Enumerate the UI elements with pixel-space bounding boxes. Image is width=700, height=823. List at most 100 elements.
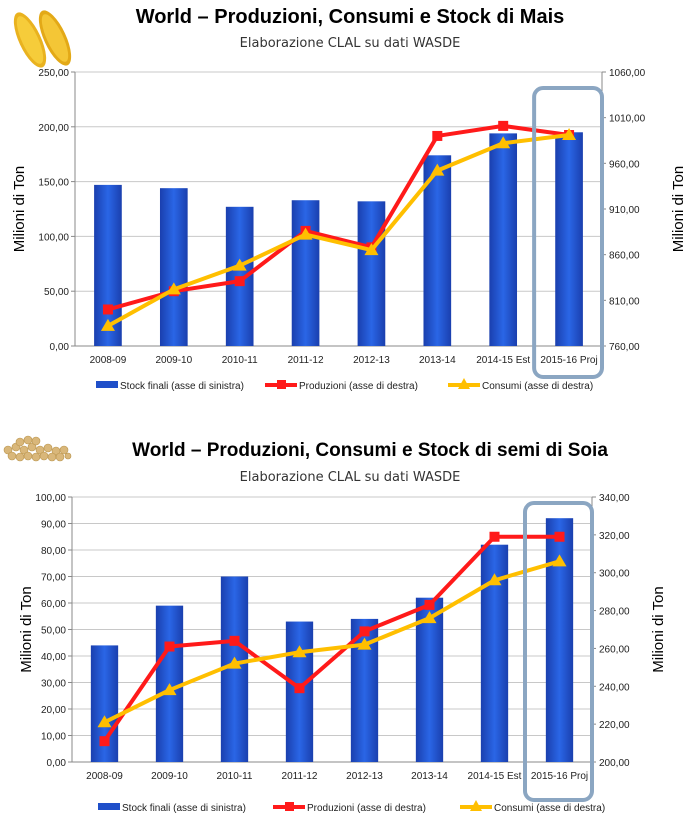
series-line (103, 559, 561, 725)
chart-plot: 0,00 50,00 100,00 150,00 200,00 250,00 760,00 8… (11, 68, 687, 392)
left-tick-label: 150,00 (38, 178, 69, 189)
left-tick-label: 250,00 (38, 68, 69, 79)
x-tick-label: 2009-10 (155, 355, 192, 366)
soybeans-image (3, 435, 72, 462)
x-tick-label: 2010-11 (217, 771, 253, 782)
left-tick-label: 50,00 (41, 626, 66, 637)
legend-label: Consumi (asse di destra) (494, 803, 605, 814)
left-tick-label: 20,00 (41, 705, 66, 716)
bar (291, 200, 320, 346)
left-tick-label: 0,00 (50, 342, 70, 353)
legend-marker (277, 380, 286, 389)
data-point (489, 531, 500, 542)
x-tick-label: 2015-16 Proj (540, 355, 597, 366)
x-tick-label: 2008-09 (90, 355, 127, 366)
legend-marker (285, 802, 294, 811)
data-point (430, 163, 445, 176)
corn-image (13, 10, 72, 68)
data-point (292, 645, 307, 658)
left-tick-label: 60,00 (41, 599, 66, 610)
left-tick-label: 90,00 (41, 520, 66, 531)
right-tick-label: 280,00 (599, 607, 630, 618)
series-line (106, 133, 570, 328)
right-tick-label: 200,00 (599, 758, 630, 769)
legend-label: Stock finali (asse di sinistra) (120, 381, 244, 392)
data-point (432, 130, 443, 141)
bar (423, 155, 452, 346)
data-point (424, 599, 435, 610)
right-tick-label: 300,00 (599, 569, 630, 580)
left-tick-label: 70,00 (41, 573, 66, 584)
series-line (102, 534, 560, 743)
chart-mais: World – Produzioni, Consumi e Stock di M… (0, 0, 700, 405)
data-point (99, 736, 110, 747)
left-tick-label: 40,00 (41, 652, 66, 663)
data-point (97, 715, 112, 728)
highlight-box (523, 501, 594, 802)
y-axis-left-label: Milioni di Ton (11, 166, 28, 252)
y-axis-left-label: Milioni di Ton (18, 586, 35, 672)
right-tick-label: 960,00 (609, 159, 640, 170)
data-point (496, 136, 511, 149)
chart-subtitle: Elaborazione CLAL su dati WASDE (239, 470, 461, 485)
x-tick-label: 2009-10 (151, 771, 188, 782)
x-tick-label: 2013-14 (411, 771, 448, 782)
x-tick-label: 2015-16 Proj (531, 771, 588, 782)
data-point (162, 683, 177, 696)
left-tick-label: 100,00 (35, 493, 66, 504)
right-tick-label: 910,00 (609, 205, 640, 216)
right-tick-label: 340,00 (599, 493, 630, 504)
data-point (166, 282, 181, 295)
legend-label: Produzioni (asse di destra) (299, 381, 418, 392)
data-point (164, 641, 175, 652)
data-point (562, 128, 577, 141)
left-tick-label: 30,00 (41, 679, 66, 690)
right-tick-label: 320,00 (599, 531, 630, 542)
data-point (359, 626, 370, 637)
right-tick-label: 1010,00 (609, 114, 646, 125)
chart-subtitle: Elaborazione CLAL su dati WASDE (239, 36, 461, 51)
y-axis-right-label: Milioni di Ton (670, 166, 687, 252)
legend-swatch (96, 381, 118, 388)
data-point (102, 304, 113, 315)
x-tick-label: 2010-11 (222, 355, 258, 366)
bar (357, 201, 386, 346)
right-tick-label: 1060,00 (609, 68, 646, 79)
legend-label: Stock finali (asse di sinistra) (122, 803, 246, 814)
x-tick-label: 2012-13 (346, 771, 383, 782)
data-point (364, 243, 379, 256)
data-point (552, 554, 567, 567)
bar (415, 597, 444, 762)
data-point (227, 656, 242, 669)
right-tick-label: 860,00 (609, 251, 640, 262)
left-tick-label: 80,00 (41, 546, 66, 557)
legend-swatch (98, 803, 120, 810)
data-point (294, 683, 305, 694)
bar (555, 132, 583, 346)
legend-label: Consumi (asse di destra) (482, 381, 593, 392)
x-tick-label: 2013-14 (419, 355, 456, 366)
data-point (100, 318, 115, 331)
legend-marker (458, 378, 470, 389)
left-tick-label: 200,00 (38, 123, 69, 134)
bar (159, 188, 188, 346)
highlight-box (532, 86, 604, 379)
data-point (229, 635, 240, 646)
x-tick-label: 2014-15 Est (468, 771, 522, 782)
chart-title: World – Produzioni, Consumi e Stock di s… (132, 440, 608, 461)
right-tick-label: 220,00 (599, 720, 630, 731)
left-tick-label: 50,00 (44, 287, 69, 298)
legend-marker (470, 800, 482, 811)
chart-title: World – Produzioni, Consumi e Stock di M… (135, 6, 565, 28)
right-tick-label: 240,00 (599, 682, 630, 693)
right-tick-label: 810,00 (609, 296, 640, 307)
data-point (232, 258, 247, 271)
data-point (298, 227, 313, 240)
left-tick-label: 100,00 (38, 232, 69, 243)
chart-plot: 0,00 10,00 20,00 30,00 40,00 50,00 60,00 70,00 8… (18, 493, 667, 814)
chart-soia: World – Produzioni, Consumi e Stock di s… (0, 418, 700, 823)
data-point (422, 611, 437, 624)
data-point (487, 573, 502, 586)
x-tick-label: 2012-13 (353, 355, 390, 366)
x-tick-label: 2011-12 (282, 771, 318, 782)
